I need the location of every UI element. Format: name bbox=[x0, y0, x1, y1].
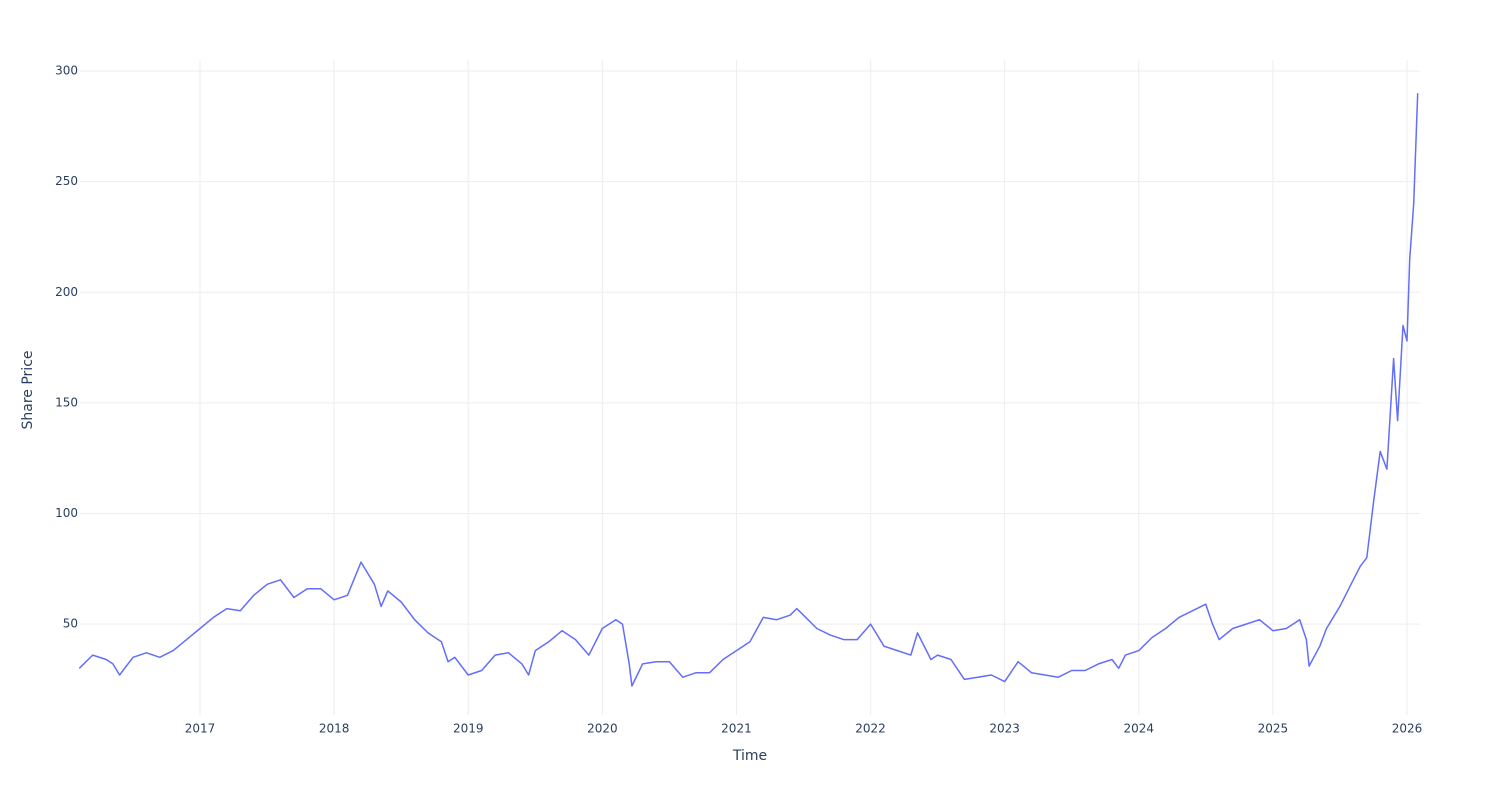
x-tick-label: 2017 bbox=[185, 722, 216, 736]
y-tick-label: 100 bbox=[55, 506, 78, 520]
y-tick-label: 50 bbox=[63, 617, 78, 631]
x-tick-label: 2022 bbox=[855, 722, 886, 736]
x-axis-title: Time bbox=[732, 748, 767, 764]
x-tick-label: 2024 bbox=[1124, 722, 1155, 736]
x-tick-label: 2020 bbox=[587, 722, 618, 736]
x-tick-label: 2018 bbox=[319, 722, 350, 736]
x-tick-label: 2023 bbox=[989, 722, 1020, 736]
y-tick-label: 250 bbox=[55, 174, 78, 188]
y-tick-label: 200 bbox=[55, 285, 78, 299]
y-tick-label: 300 bbox=[55, 64, 78, 78]
y-axis-title: Share Price bbox=[20, 350, 36, 429]
x-tick-label: 2021 bbox=[721, 722, 752, 736]
x-tick-label: 2025 bbox=[1258, 722, 1289, 736]
x-tick-label: 2019 bbox=[453, 722, 484, 736]
y-tick-label: 150 bbox=[55, 395, 78, 409]
x-tick-label: 2026 bbox=[1392, 722, 1423, 736]
price-line bbox=[78, 93, 1419, 687]
